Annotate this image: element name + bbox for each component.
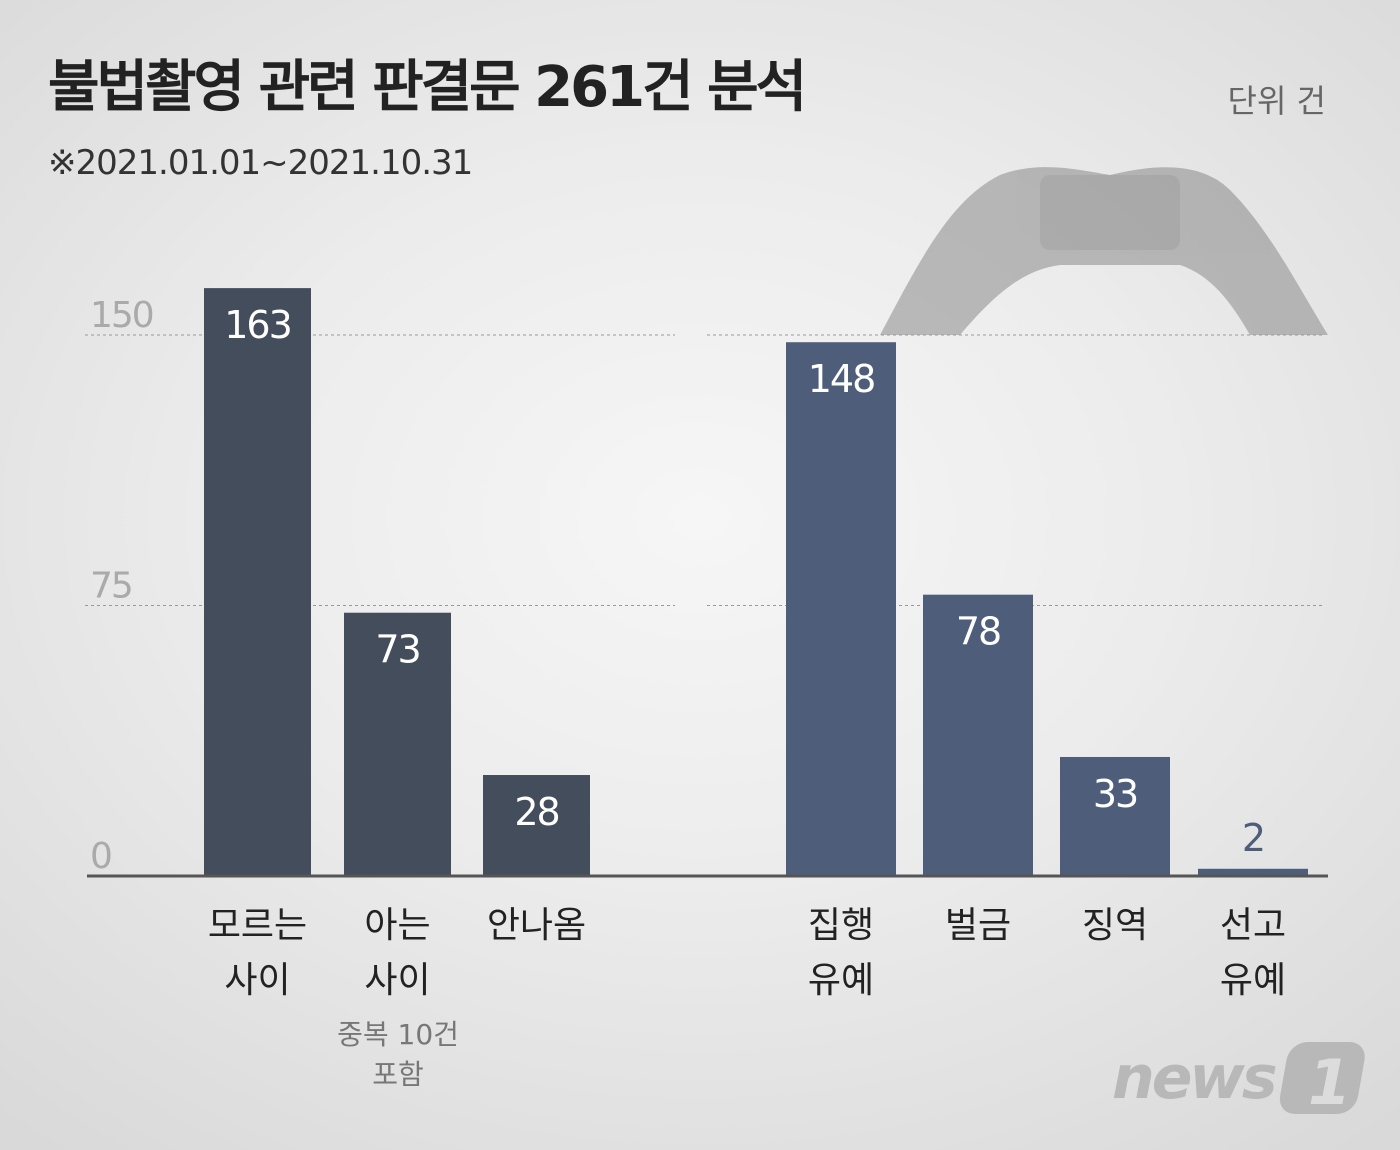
bar <box>1060 756 1170 875</box>
category-label: 사이 <box>364 960 430 1001</box>
data-label: 2 <box>1242 816 1264 860</box>
category-label: 아는 <box>364 905 430 946</box>
data-label: 33 <box>1093 772 1137 816</box>
category-label: 모르는 <box>208 905 307 946</box>
date-range: ※2021.01.01~2021.10.31 <box>48 143 473 183</box>
bars <box>204 288 1308 875</box>
hands-camera-illustration <box>880 167 1328 335</box>
category-label: 집행 <box>808 905 874 946</box>
bar <box>204 288 311 875</box>
category-label: 안나옴 <box>487 905 586 946</box>
data-label: 28 <box>514 790 558 834</box>
category-label: 징역 <box>1082 905 1148 946</box>
category-label: 선고 <box>1220 905 1286 946</box>
bar <box>483 775 590 875</box>
category-label: 벌금 <box>945 905 1011 946</box>
chart-title: 불법촬영 관련 판결문 261건 분석 <box>48 55 807 120</box>
y-tick-label: 0 <box>90 836 111 877</box>
data-label: 148 <box>808 357 875 401</box>
category-label: 유예 <box>808 960 874 1001</box>
bar <box>1198 868 1308 875</box>
category-label: 유예 <box>1220 960 1286 1001</box>
y-tick-label: 75 <box>90 566 132 607</box>
y-tick-label: 150 <box>90 295 153 336</box>
data-label: 163 <box>224 303 291 347</box>
svg-text:1: 1 <box>1308 1046 1351 1119</box>
footnote-duplicate: 중복 10건 포함 <box>337 1018 459 1091</box>
bar <box>786 342 896 875</box>
unit-label: 단위 건 <box>1227 82 1327 120</box>
svg-text:news: news <box>1112 1043 1276 1113</box>
category-label: 사이 <box>224 960 290 1001</box>
bar <box>923 594 1033 875</box>
bar <box>344 612 451 875</box>
data-label: 78 <box>956 610 1000 654</box>
data-label: 73 <box>375 628 419 672</box>
news1-logo: news 1 <box>1112 1042 1365 1119</box>
